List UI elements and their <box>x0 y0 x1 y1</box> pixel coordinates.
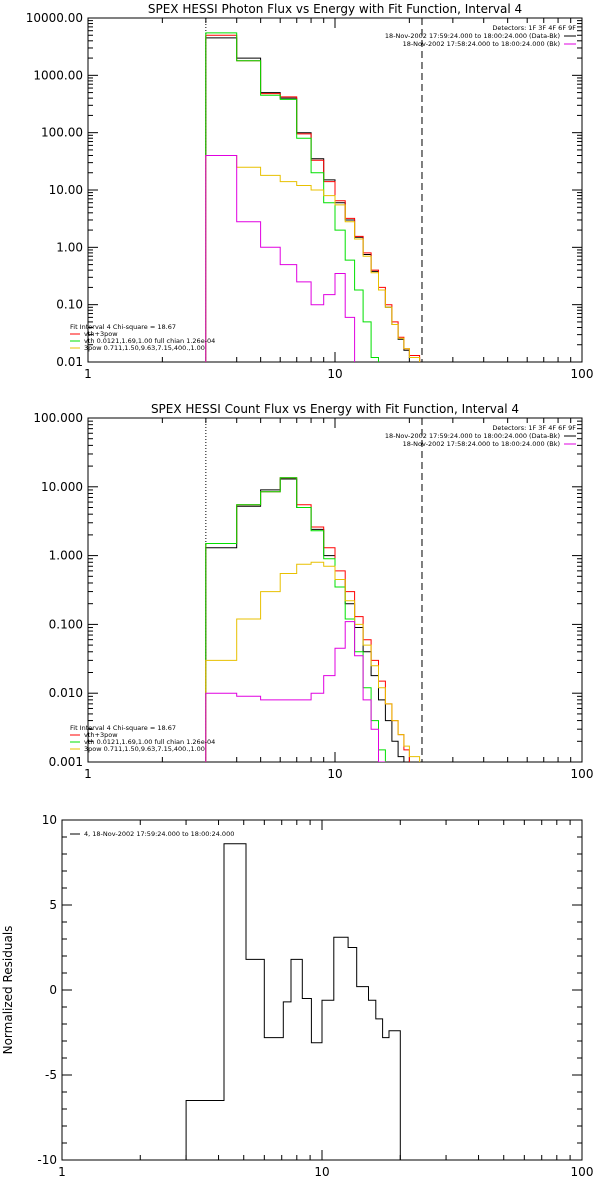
header-line: Detectors: 1F 3F 4F 6F 9F <box>492 424 576 432</box>
y-tick-label: 0 <box>49 983 57 997</box>
x-tick-label: 10 <box>327 767 342 781</box>
series-data-line <box>205 37 421 362</box>
y-tick-label: 0.001 <box>49 755 83 769</box>
series-residuals-line <box>185 843 401 1160</box>
y-tick-label: -10 <box>37 1153 57 1167</box>
plot-frame <box>61 819 583 1161</box>
series-3pow-line <box>205 561 421 762</box>
y-tick-label: 1.000 <box>49 549 83 563</box>
legend-entry: Fit Interval 4 Chi-square = 18.67 <box>70 724 176 732</box>
legend-entry: vth 0.0121,1.69,1.00 full chian 1.26e-04 <box>84 738 215 746</box>
legend-entry: 3pow 0.711,1.50,9.63,7.15,400.,1.00 <box>84 745 205 753</box>
y-tick-label: 100.00 <box>41 126 83 140</box>
legend-entry: vth+3pow <box>84 330 118 338</box>
x-tick-label: 100 <box>571 767 594 781</box>
header-line: 18-Nov-2002 17:59:24.000 to 18:00:24.000… <box>385 432 560 440</box>
y-axis-label: Normalized Residuals <box>1 926 15 1055</box>
x-tick-label: 100 <box>571 1165 594 1179</box>
legend-entry: vth+3pow <box>84 731 118 739</box>
series-group <box>185 843 401 1160</box>
y-tick-label: 100.000 <box>33 411 83 425</box>
y-tick-label: 0.10 <box>56 298 83 312</box>
series-data-line <box>205 478 405 762</box>
x-tick-label: 100 <box>571 367 594 381</box>
legend-entry: vth 0.0121,1.69,1.00 full chian 1.26e-04 <box>84 337 215 345</box>
chart-title: SPEX HESSI Count Flux vs Energy with Fit… <box>151 402 519 416</box>
series-total-line <box>205 477 410 762</box>
residuals-panel: 1 10 100 -10 -5 0 5 10 Normalized Residuals 4, 18… <box>1 813 593 1179</box>
series-vth-line <box>205 32 379 362</box>
y-tick-label: 0.100 <box>49 617 83 631</box>
y-tick-label: -5 <box>45 1068 57 1082</box>
legend-entry: 3pow 0.711,1.50,9.63,7.15,400.,1.00 <box>84 344 205 352</box>
y-tick-label: 10.00 <box>49 183 83 197</box>
y-tick-label: 10000.00 <box>26 11 83 25</box>
x-tick-label: 1 <box>58 1165 66 1179</box>
legend-entry: Fit Interval 4 Chi-square = 18.67 <box>70 323 176 331</box>
y-tick-label: 10 <box>42 813 57 827</box>
x-tick-label: 10 <box>327 367 342 381</box>
series-group <box>205 32 421 362</box>
x-tick-label: 1 <box>84 767 92 781</box>
y-tick-label: 5 <box>49 898 57 912</box>
chart-title: SPEX HESSI Photon Flux vs Energy with Fi… <box>148 2 522 16</box>
header-line: 18-Nov-2002 17:59:24.000 to 18:00:24.000… <box>385 32 560 40</box>
plot-frame <box>87 417 583 763</box>
y-tick-label: 0.010 <box>49 686 83 700</box>
y-tick-label: 1000.00 <box>33 68 83 82</box>
x-tick-label: 1 <box>84 367 92 381</box>
series-3pow-line <box>205 155 421 362</box>
series-group <box>205 477 421 762</box>
legend-entry: 4, 18-Nov-2002 17:59:24.000 to 18:00:24.… <box>84 830 234 838</box>
series-total-line <box>205 34 421 362</box>
header-line: 18-Nov-2002 17:58:24.000 to 18:00:24.000… <box>403 40 560 48</box>
header-line: Detectors: 1F 3F 4F 6F 9F <box>492 24 576 32</box>
series-bk-line <box>205 621 386 762</box>
count-flux-panel: SPEX HESSI Count Flux vs Energy with Fit… <box>33 402 594 781</box>
series-vth-line <box>205 477 386 762</box>
y-tick-label: 10.000 <box>41 480 83 494</box>
y-tick-label: 0.01 <box>56 355 83 369</box>
header-line: 18-Nov-2002 17:58:24.000 to 18:00:24.000… <box>403 440 560 448</box>
photon-flux-panel: SPEX HESSI Photon Flux vs Energy with Fi… <box>26 2 594 381</box>
x-tick-label: 10 <box>314 1165 329 1179</box>
y-tick-label: 1.00 <box>56 240 83 254</box>
series-bk-line <box>205 155 356 362</box>
